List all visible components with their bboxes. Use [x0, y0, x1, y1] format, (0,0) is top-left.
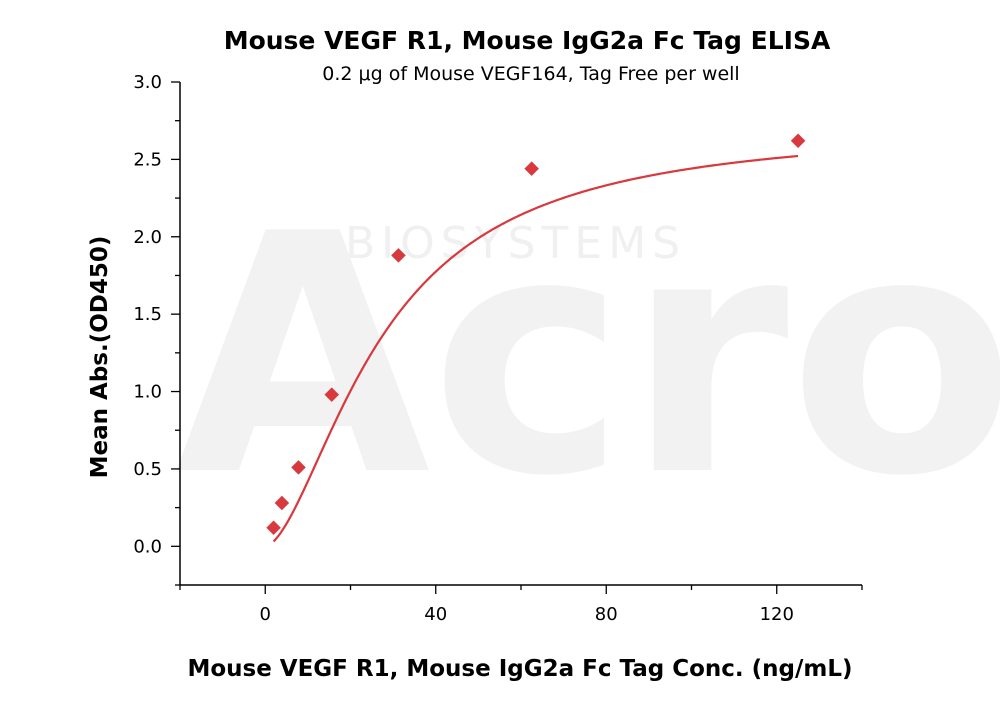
y-tick-label: 1.0 [133, 382, 162, 403]
data-point [266, 520, 281, 536]
x-tick-label: 0 [260, 604, 271, 625]
x-tick-label: 120 [760, 604, 794, 625]
watermark-logo-text: Acro [175, 164, 1000, 548]
y-axis-label: Mean Abs.(OD450) [87, 236, 113, 479]
data-point [790, 133, 806, 149]
x-tick-label: 40 [424, 604, 447, 625]
data-point [324, 387, 340, 402]
fit-curve [272, 154, 799, 543]
chart-subtitle: 0.2 μg of Mouse VEGF164, Tag Free per we… [322, 63, 739, 85]
y-tick-label: 3.0 [133, 72, 162, 93]
y-tick-label: 2.0 [133, 227, 162, 248]
watermark: Acro BIOSYSTEMS [175, 164, 1000, 548]
x-axis-ticks: 0 40 80 120 [179, 585, 863, 625]
y-axis-ticks: 0.0 0.5 1.0 1.5 2.0 2.5 3.0 [133, 72, 180, 586]
chart-title: Mouse VEGF R1, Mouse IgG2a Fc Tag ELISA [224, 26, 831, 55]
x-tick-label: 80 [595, 604, 618, 625]
data-point [291, 460, 306, 475]
y-tick-label: 2.5 [133, 149, 162, 170]
data-point [524, 161, 540, 177]
x-axis-label: Mouse VEGF R1, Mouse IgG2a Fc Tag Conc. … [187, 656, 852, 682]
data-point [391, 247, 406, 263]
y-tick-label: 1.5 [133, 304, 162, 325]
y-tick-label: 0.0 [133, 536, 162, 557]
watermark-sub-text: BIOSYSTEMS [345, 218, 686, 269]
data-point [274, 495, 290, 511]
y-tick-label: 0.5 [133, 459, 162, 480]
data-points [266, 133, 806, 536]
